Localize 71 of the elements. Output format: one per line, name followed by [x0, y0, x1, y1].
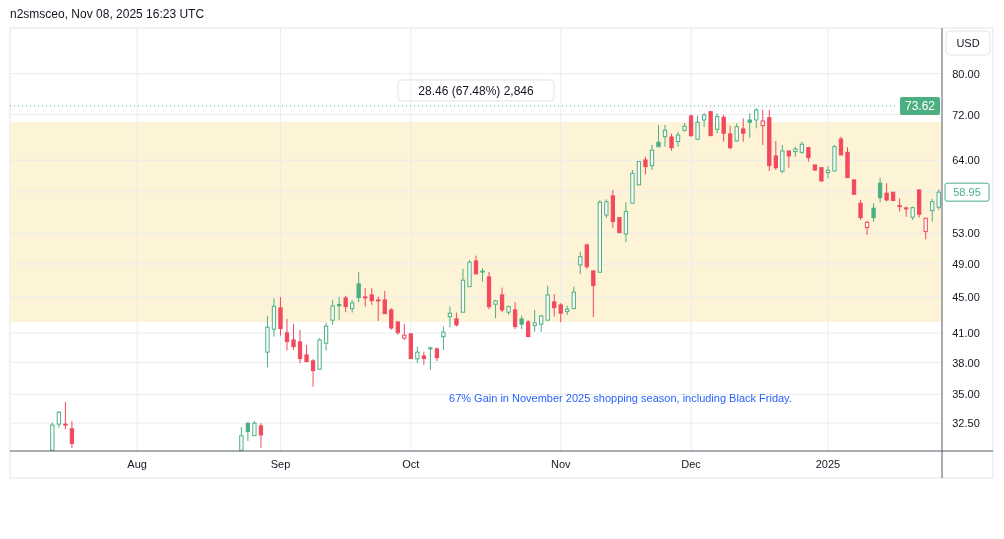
candlestick [310, 358, 316, 388]
candlestick [747, 112, 752, 139]
candlestick [662, 124, 668, 148]
chart-subtitle: n2smsceo, Nov 08, 2025 16:23 UTC [10, 7, 205, 21]
candlestick [715, 112, 720, 134]
candlestick [297, 329, 303, 364]
x-tick-label: Sep [270, 458, 291, 470]
candlestick [278, 296, 283, 337]
x-tick-label: Aug [127, 458, 147, 470]
candlestick [245, 421, 251, 442]
candlestick [858, 199, 863, 221]
y-tick-label: 38.00 [952, 356, 980, 369]
candlestick [877, 177, 883, 203]
y-tick-label: 35.00 [952, 388, 980, 401]
candlestick [63, 401, 68, 430]
candlestick [864, 220, 870, 236]
candlestick [604, 198, 609, 219]
candlestick [441, 326, 446, 351]
annotation: 67% Gain in November 2025 shopping season, including Black Friday. [449, 392, 792, 404]
y-tick-label: 41.00 [952, 327, 980, 340]
y-tick-label: 32.50 [952, 417, 980, 430]
candlestick [623, 201, 629, 243]
candlestick [780, 144, 785, 174]
candlestick [721, 114, 726, 143]
candlestick [708, 110, 713, 137]
candlestick [584, 243, 589, 270]
x-tick-label: Nov [550, 458, 572, 470]
candlestick [773, 140, 778, 171]
y-tick-label: 64.00 [952, 154, 980, 167]
y-tick-label: 72.00 [952, 108, 980, 121]
candlestick [871, 202, 876, 223]
candlestick [728, 125, 733, 150]
candlestick [258, 422, 264, 449]
y-axis-title: USD [956, 37, 980, 49]
candlestick [473, 255, 479, 275]
candlestick [69, 420, 75, 449]
candlestick [923, 217, 928, 240]
candlestick [284, 318, 290, 352]
y-tick-label: 45.00 [952, 290, 980, 303]
candlestick [636, 161, 642, 186]
candlestick [271, 297, 277, 338]
ref-line-label: 73.62 [904, 98, 936, 113]
candlestick [291, 323, 296, 351]
candlestick [591, 270, 596, 318]
y-tick-label: 49.00 [952, 257, 980, 270]
candlestick [532, 309, 537, 333]
candlestick [701, 112, 707, 128]
candlestick [571, 286, 576, 310]
x-tick-label: Dec [681, 458, 702, 470]
candlestick [330, 299, 335, 326]
candlestick [578, 251, 583, 275]
candlestick [421, 351, 427, 366]
band-label: 28.46 (67.48%) 2,846 [418, 83, 535, 98]
candlestick [695, 115, 700, 140]
x-tick-label: 2025 [815, 458, 841, 470]
candlestick [741, 117, 746, 143]
x-tick-label: Oct [402, 458, 420, 470]
candlestick [656, 124, 661, 148]
annotation: 58.95 [953, 186, 981, 199]
candlestick [512, 301, 518, 330]
candlestick [734, 122, 739, 143]
candlestick [838, 136, 844, 156]
y-tick-label: 80.00 [952, 67, 980, 80]
candlestick [897, 197, 902, 213]
candlestick [675, 131, 681, 148]
y-tick-label: 53.00 [952, 227, 980, 240]
candlestick [356, 271, 361, 303]
candlestick [323, 322, 329, 352]
candlestick [499, 287, 505, 313]
candlestick [336, 296, 342, 321]
candlestick [649, 144, 655, 171]
